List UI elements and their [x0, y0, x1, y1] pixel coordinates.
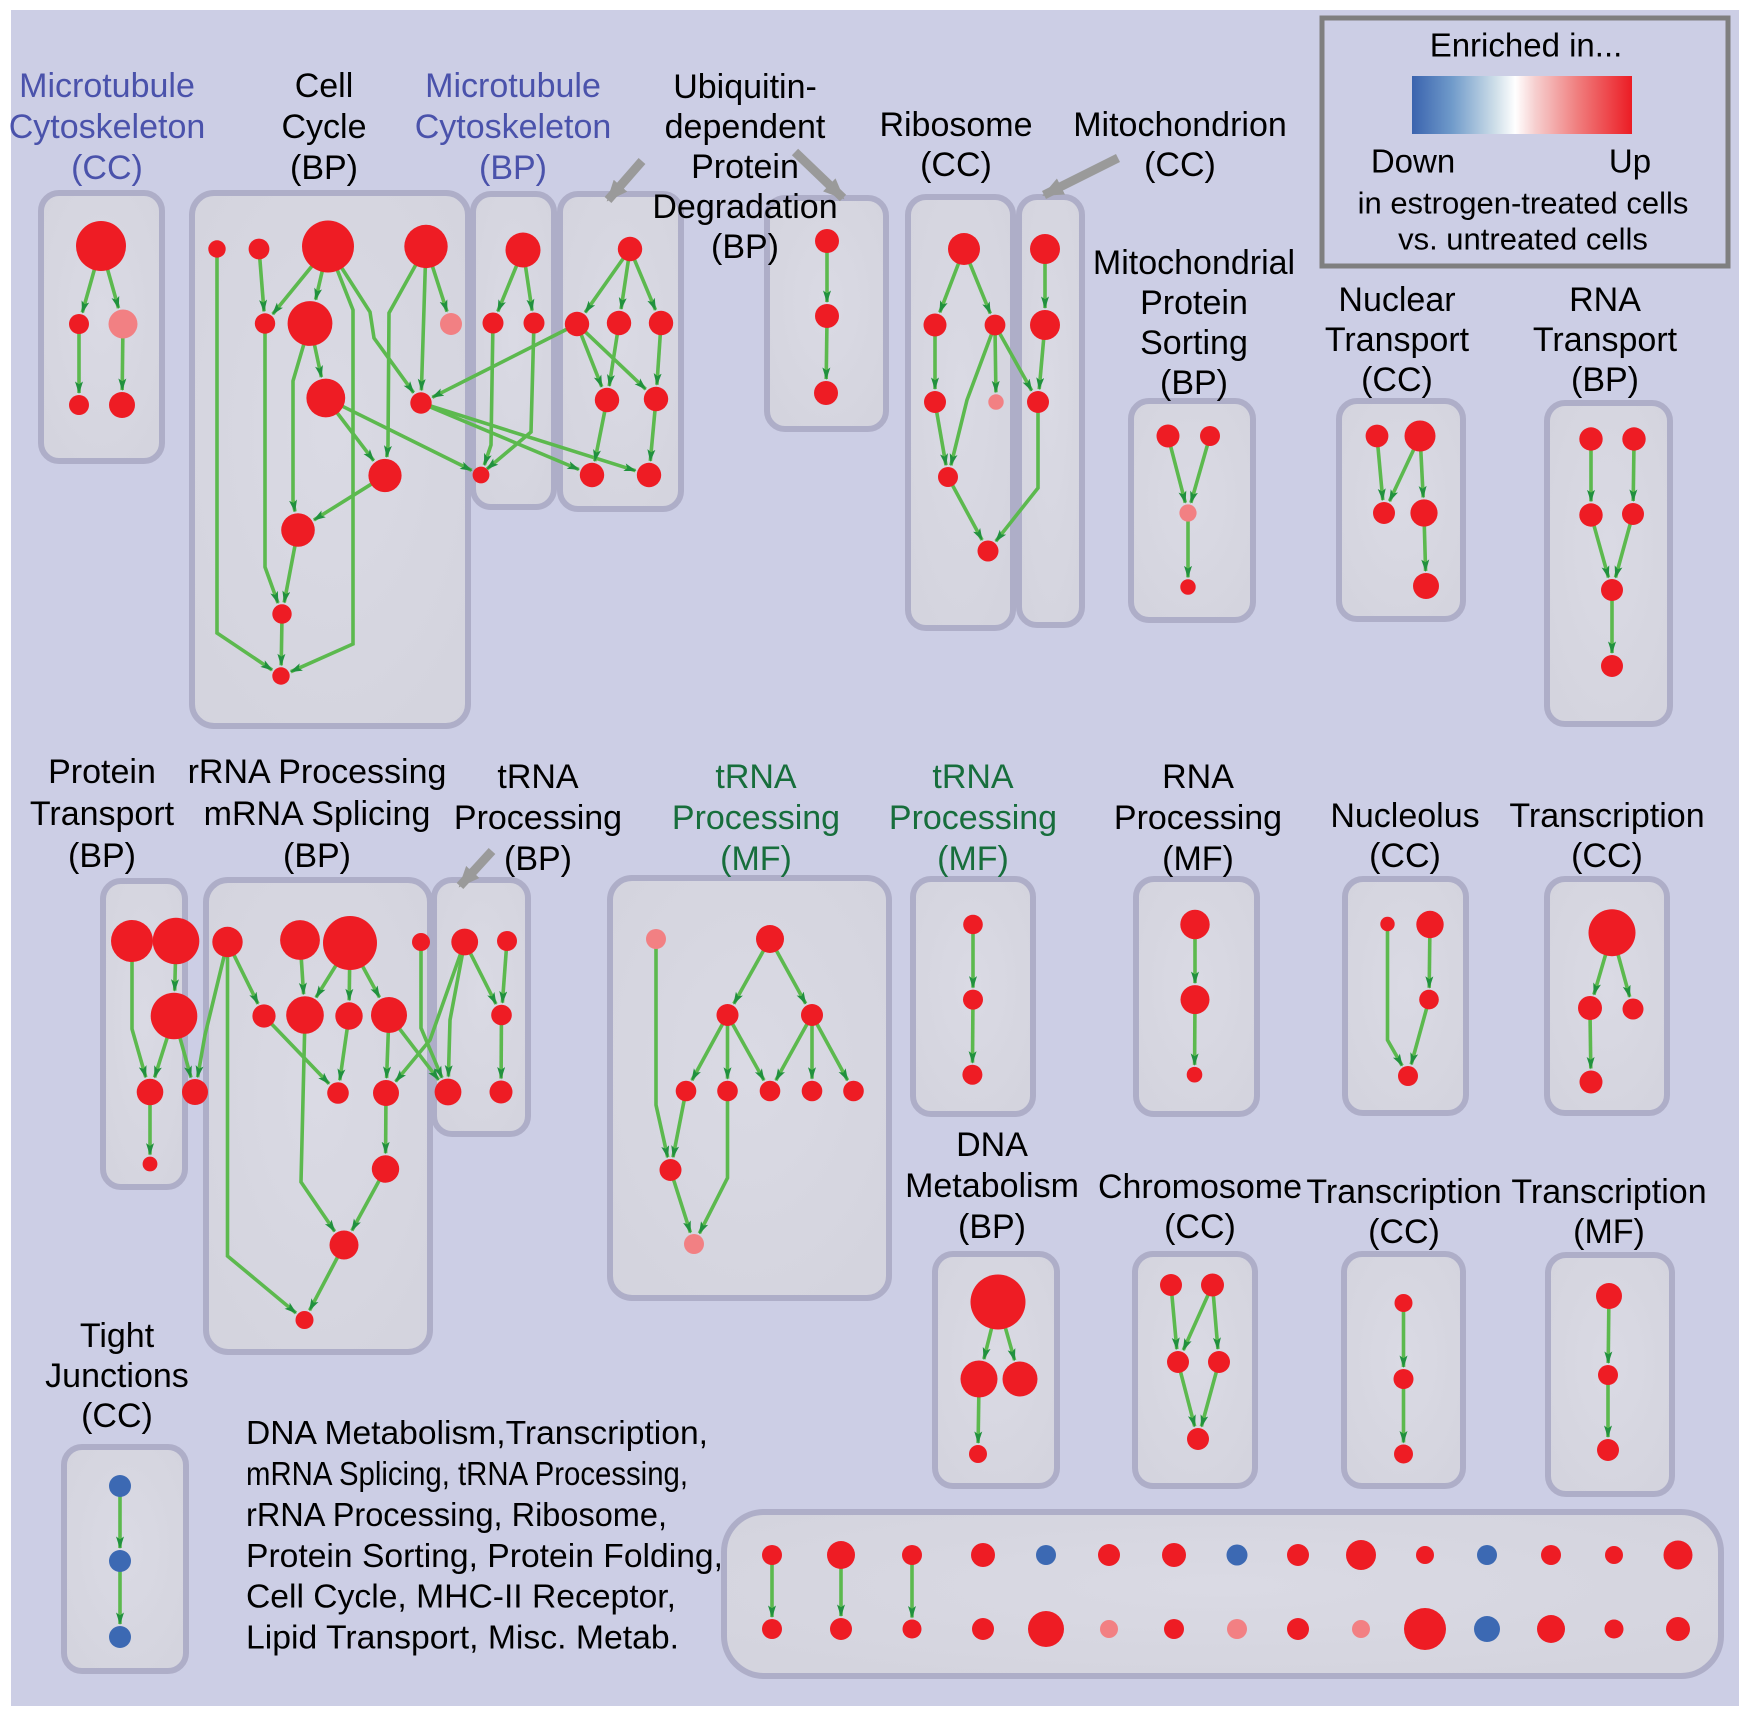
svg-text:(CC): (CC) — [1369, 837, 1441, 875]
svg-text:Processing: Processing — [1114, 799, 1282, 837]
svg-text:(CC): (CC) — [1144, 146, 1216, 184]
svg-text:Nucleolus: Nucleolus — [1330, 797, 1479, 835]
svg-text:(CC): (CC) — [71, 149, 143, 187]
svg-text:Nuclear: Nuclear — [1338, 281, 1455, 319]
svg-text:Junctions: Junctions — [45, 1357, 189, 1395]
svg-text:DNA Metabolism,Transcription,: DNA Metabolism,Transcription, — [246, 1414, 708, 1451]
svg-text:Cycle: Cycle — [281, 108, 366, 146]
svg-text:Chromosome: Chromosome — [1098, 1168, 1302, 1206]
svg-text:Protein: Protein — [48, 753, 156, 791]
svg-text:Transcription: Transcription — [1509, 797, 1704, 835]
svg-text:Ubiquitin-: Ubiquitin- — [673, 68, 817, 106]
svg-text:(BP): (BP) — [479, 149, 547, 187]
svg-text:Cytoskeleton: Cytoskeleton — [415, 108, 612, 146]
svg-text:in estrogen-treated cells: in estrogen-treated cells — [1358, 186, 1689, 221]
svg-text:(CC): (CC) — [1368, 1213, 1440, 1251]
svg-text:(MF): (MF) — [937, 840, 1009, 878]
svg-text:Cytoskeleton: Cytoskeleton — [9, 108, 206, 146]
svg-text:Up: Up — [1609, 143, 1651, 180]
svg-text:(MF): (MF) — [1573, 1213, 1645, 1251]
svg-text:Transcription: Transcription — [1511, 1173, 1706, 1211]
svg-text:(BP): (BP) — [711, 228, 779, 266]
svg-text:Tight: Tight — [80, 1317, 155, 1355]
svg-text:Cell Cycle, MHC-II Receptor,: Cell Cycle, MHC-II Receptor, — [246, 1578, 676, 1615]
svg-text:Lipid Transport, Misc. Metab.: Lipid Transport, Misc. Metab. — [246, 1619, 679, 1656]
svg-text:(BP): (BP) — [290, 149, 358, 187]
svg-text:Mitochondrial: Mitochondrial — [1093, 244, 1295, 282]
svg-text:dependent: dependent — [665, 108, 826, 146]
svg-text:(BP): (BP) — [958, 1208, 1026, 1246]
svg-text:Microtubule: Microtubule — [425, 67, 601, 105]
svg-text:(CC): (CC) — [1571, 837, 1643, 875]
svg-text:tRNA: tRNA — [715, 758, 797, 796]
svg-text:(BP): (BP) — [1571, 361, 1639, 399]
svg-text:mRNA Splicing: mRNA Splicing — [204, 795, 431, 833]
svg-text:(MF): (MF) — [1162, 840, 1234, 878]
svg-text:tRNA: tRNA — [932, 758, 1014, 796]
svg-text:(CC): (CC) — [1361, 361, 1433, 399]
svg-text:vs. untreated cells: vs. untreated cells — [1398, 222, 1648, 257]
svg-text:(CC): (CC) — [920, 146, 992, 184]
svg-text:Processing: Processing — [889, 799, 1057, 837]
svg-text:Down: Down — [1371, 143, 1455, 180]
svg-text:Metabolism: Metabolism — [905, 1167, 1079, 1205]
svg-text:mRNA Splicing, tRNA Processing: mRNA Splicing, tRNA Processing, — [246, 1455, 688, 1492]
svg-text:Sorting: Sorting — [1140, 324, 1248, 362]
svg-text:tRNA: tRNA — [497, 758, 579, 796]
svg-text:Enriched in...: Enriched in... — [1430, 27, 1623, 64]
svg-text:DNA: DNA — [956, 1126, 1028, 1164]
svg-text:RNA: RNA — [1569, 281, 1641, 319]
svg-text:Degradation: Degradation — [652, 188, 837, 226]
svg-text:rRNA Processing: rRNA Processing — [188, 753, 447, 791]
svg-text:RNA: RNA — [1162, 758, 1234, 796]
svg-text:(CC): (CC) — [1164, 1208, 1236, 1246]
svg-text:Transport: Transport — [30, 795, 175, 833]
svg-text:Microtubule: Microtubule — [19, 67, 195, 105]
svg-text:Protein Sorting, Protein Foldi: Protein Sorting, Protein Folding, — [246, 1537, 723, 1574]
svg-text:Transcription: Transcription — [1306, 1173, 1501, 1211]
svg-text:(BP): (BP) — [68, 837, 136, 875]
svg-text:(BP): (BP) — [283, 837, 351, 875]
svg-text:Protein: Protein — [691, 148, 799, 186]
svg-text:Processing: Processing — [672, 799, 840, 837]
svg-text:Ribosome: Ribosome — [879, 106, 1032, 144]
svg-text:Processing: Processing — [454, 799, 622, 837]
svg-text:Transport: Transport — [1325, 321, 1470, 359]
svg-text:Transport: Transport — [1533, 321, 1678, 359]
svg-text:(BP): (BP) — [504, 840, 572, 878]
svg-text:(MF): (MF) — [720, 840, 792, 878]
svg-text:rRNA Processing, Ribosome,: rRNA Processing, Ribosome, — [246, 1496, 667, 1533]
svg-text:(CC): (CC) — [81, 1397, 153, 1435]
svg-text:(BP): (BP) — [1160, 364, 1228, 402]
svg-text:Cell: Cell — [295, 67, 354, 105]
svg-text:Mitochondrion: Mitochondrion — [1073, 106, 1287, 144]
svg-text:Protein: Protein — [1140, 284, 1248, 322]
